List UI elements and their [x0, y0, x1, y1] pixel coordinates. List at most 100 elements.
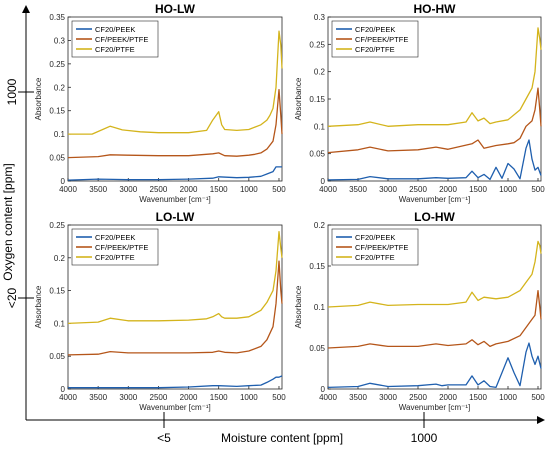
legend-label: CF20/PTFE [355, 253, 395, 262]
x-tick-label: 1500 [469, 185, 487, 194]
x-tick-label: 2000 [439, 393, 457, 402]
x-tick-label: 1000 [240, 393, 258, 402]
x-outer-tick-label: 1000 [411, 431, 438, 445]
series-line [327, 289, 542, 349]
x-tick-label: 3000 [119, 185, 137, 194]
x-tick-label: 2000 [439, 185, 457, 194]
series-line [327, 342, 542, 389]
y-tick-label: 0.25 [49, 221, 65, 230]
legend-label: CF/PEEK/PTFE [355, 35, 408, 44]
legend-label: CF20/PTFE [355, 45, 395, 54]
chart-title: LO-HW [414, 210, 455, 224]
legend-label: CF20/PEEK [355, 233, 395, 242]
x-tick-label: 500 [272, 185, 286, 194]
y-tick-label: 0.35 [49, 13, 65, 22]
series-line [67, 88, 283, 159]
y-outer-tick-label: 1000 [5, 78, 19, 105]
x-tick-label: 1500 [210, 393, 228, 402]
legend-label: CF/PEEK/PTFE [95, 243, 148, 252]
chart-title: LO-LW [156, 210, 195, 224]
x-tick-label: 3500 [89, 185, 107, 194]
y-axis-label: Absorbance [34, 285, 43, 328]
y-outer-axis-label: Oxygen content [ppm] [1, 163, 15, 280]
y-tick-label: 0.15 [49, 287, 65, 296]
x-outer-axis-label: Moisture content [ppm] [221, 431, 343, 445]
y-tick-label: 0.3 [314, 13, 326, 22]
x-tick-label: 1000 [499, 393, 517, 402]
x-tick-label: 1500 [469, 393, 487, 402]
y-outer-tick-label: <20 [5, 287, 19, 308]
x-tick-label: 2000 [180, 185, 198, 194]
x-tick-label: 2500 [409, 393, 427, 402]
y-tick-label: 0 [61, 177, 66, 186]
series-line [327, 27, 542, 127]
legend-label: CF20/PEEK [95, 233, 135, 242]
y-tick-label: 0.25 [309, 40, 325, 49]
x-tick-label: 1000 [499, 185, 517, 194]
series-line [327, 87, 542, 154]
x-tick-label: 1000 [240, 185, 258, 194]
y-tick-label: 0 [61, 385, 66, 394]
x-tick-label: 3500 [89, 393, 107, 402]
y-tick-label: 0.05 [49, 154, 65, 163]
legend-label: CF/PEEK/PTFE [95, 35, 148, 44]
x-tick-label: 3500 [349, 393, 367, 402]
x-tick-label: 500 [531, 185, 545, 194]
series-line [67, 260, 283, 356]
series-line [67, 230, 283, 325]
panel-lo-hw: 0 0.05 0.1 0.15 0.2 4000 3500 3000 2500 2000 1500 1… [294, 210, 545, 412]
legend-label: CF20/PTFE [95, 45, 135, 54]
y-tick-label: 0.15 [309, 95, 325, 104]
x-tick-label: 4000 [59, 185, 77, 194]
y-tick-label: 0.05 [309, 344, 325, 353]
x-tick-label: 3000 [379, 185, 397, 194]
x-axis-label: Wavenumber [cm⁻¹] [139, 403, 211, 412]
series-line [68, 30, 283, 135]
chart-title: HO-HW [414, 2, 457, 16]
x-tick-label: 2500 [409, 185, 427, 194]
x-axis-label: Wavenumber [cm⁻¹] [139, 195, 211, 204]
x-tick-label: 3000 [119, 393, 137, 402]
x-tick-label: 2500 [150, 393, 168, 402]
y-tick-label: 0.1 [314, 303, 326, 312]
y-tick-label: 0.2 [54, 254, 66, 263]
legend-label: CF20/PTFE [95, 253, 135, 262]
panel-ho-lw: 0 0.05 0.1 0.15 0.2 0.25 0.3 0.35 4000 3500 3000 25… [34, 2, 286, 204]
y-tick-label: 0.3 [54, 36, 66, 45]
x-tick-label: 4000 [319, 393, 337, 402]
legend-label: CF/PEEK/PTFE [355, 243, 408, 252]
x-tick-label: 3500 [349, 185, 367, 194]
y-tick-label: 0.1 [314, 122, 326, 131]
y-tick-label: 0.1 [54, 319, 66, 328]
y-tick-label: 0.1 [54, 130, 66, 139]
x-tick-label: 3000 [379, 393, 397, 402]
series-line [68, 375, 283, 389]
y-tick-label: 0.15 [49, 107, 65, 116]
panel-lo-lw: 0 0.05 0.1 0.15 0.2 0.25 4000 3500 3000 2500 2000 1… [34, 210, 286, 412]
series-line [327, 240, 542, 308]
series-line [67, 166, 282, 181]
y-tick-label: 0.2 [314, 68, 326, 77]
x-tick-label: 500 [272, 393, 286, 402]
y-tick-label: 0.25 [49, 60, 65, 69]
x-tick-label: 500 [531, 393, 545, 402]
outer-axes: 1000 <20 <5 1000 Moisture content [ppm] … [1, 5, 545, 445]
x-outer-tick-label: <5 [157, 431, 171, 445]
y-tick-label: 0.2 [314, 221, 326, 230]
y-tick-label: 0.05 [49, 352, 65, 361]
x-axis-label: Wavenumber [cm⁻¹] [399, 403, 471, 412]
x-tick-label: 2500 [150, 185, 168, 194]
series-line [327, 139, 542, 181]
chart-title: HO-LW [155, 2, 196, 16]
x-tick-label: 1500 [210, 185, 228, 194]
x-tick-label: 4000 [319, 185, 337, 194]
y-axis-label: Absorbance [294, 285, 303, 328]
y-tick-label: 0 [321, 177, 326, 186]
x-tick-label: 4000 [59, 393, 77, 402]
legend-label: CF20/PEEK [95, 25, 135, 34]
y-tick-label: 0.05 [309, 150, 325, 159]
y-tick-label: 0.2 [54, 83, 66, 92]
panel-ho-hw: 0 0.05 0.1 0.15 0.2 0.25 0.3 4000 3500 3000 2500 20… [294, 2, 545, 204]
x-axis-label: Wavenumber [cm⁻¹] [399, 195, 471, 204]
